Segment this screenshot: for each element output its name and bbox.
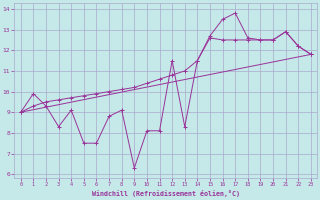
- X-axis label: Windchill (Refroidissement éolien,°C): Windchill (Refroidissement éolien,°C): [92, 190, 240, 197]
